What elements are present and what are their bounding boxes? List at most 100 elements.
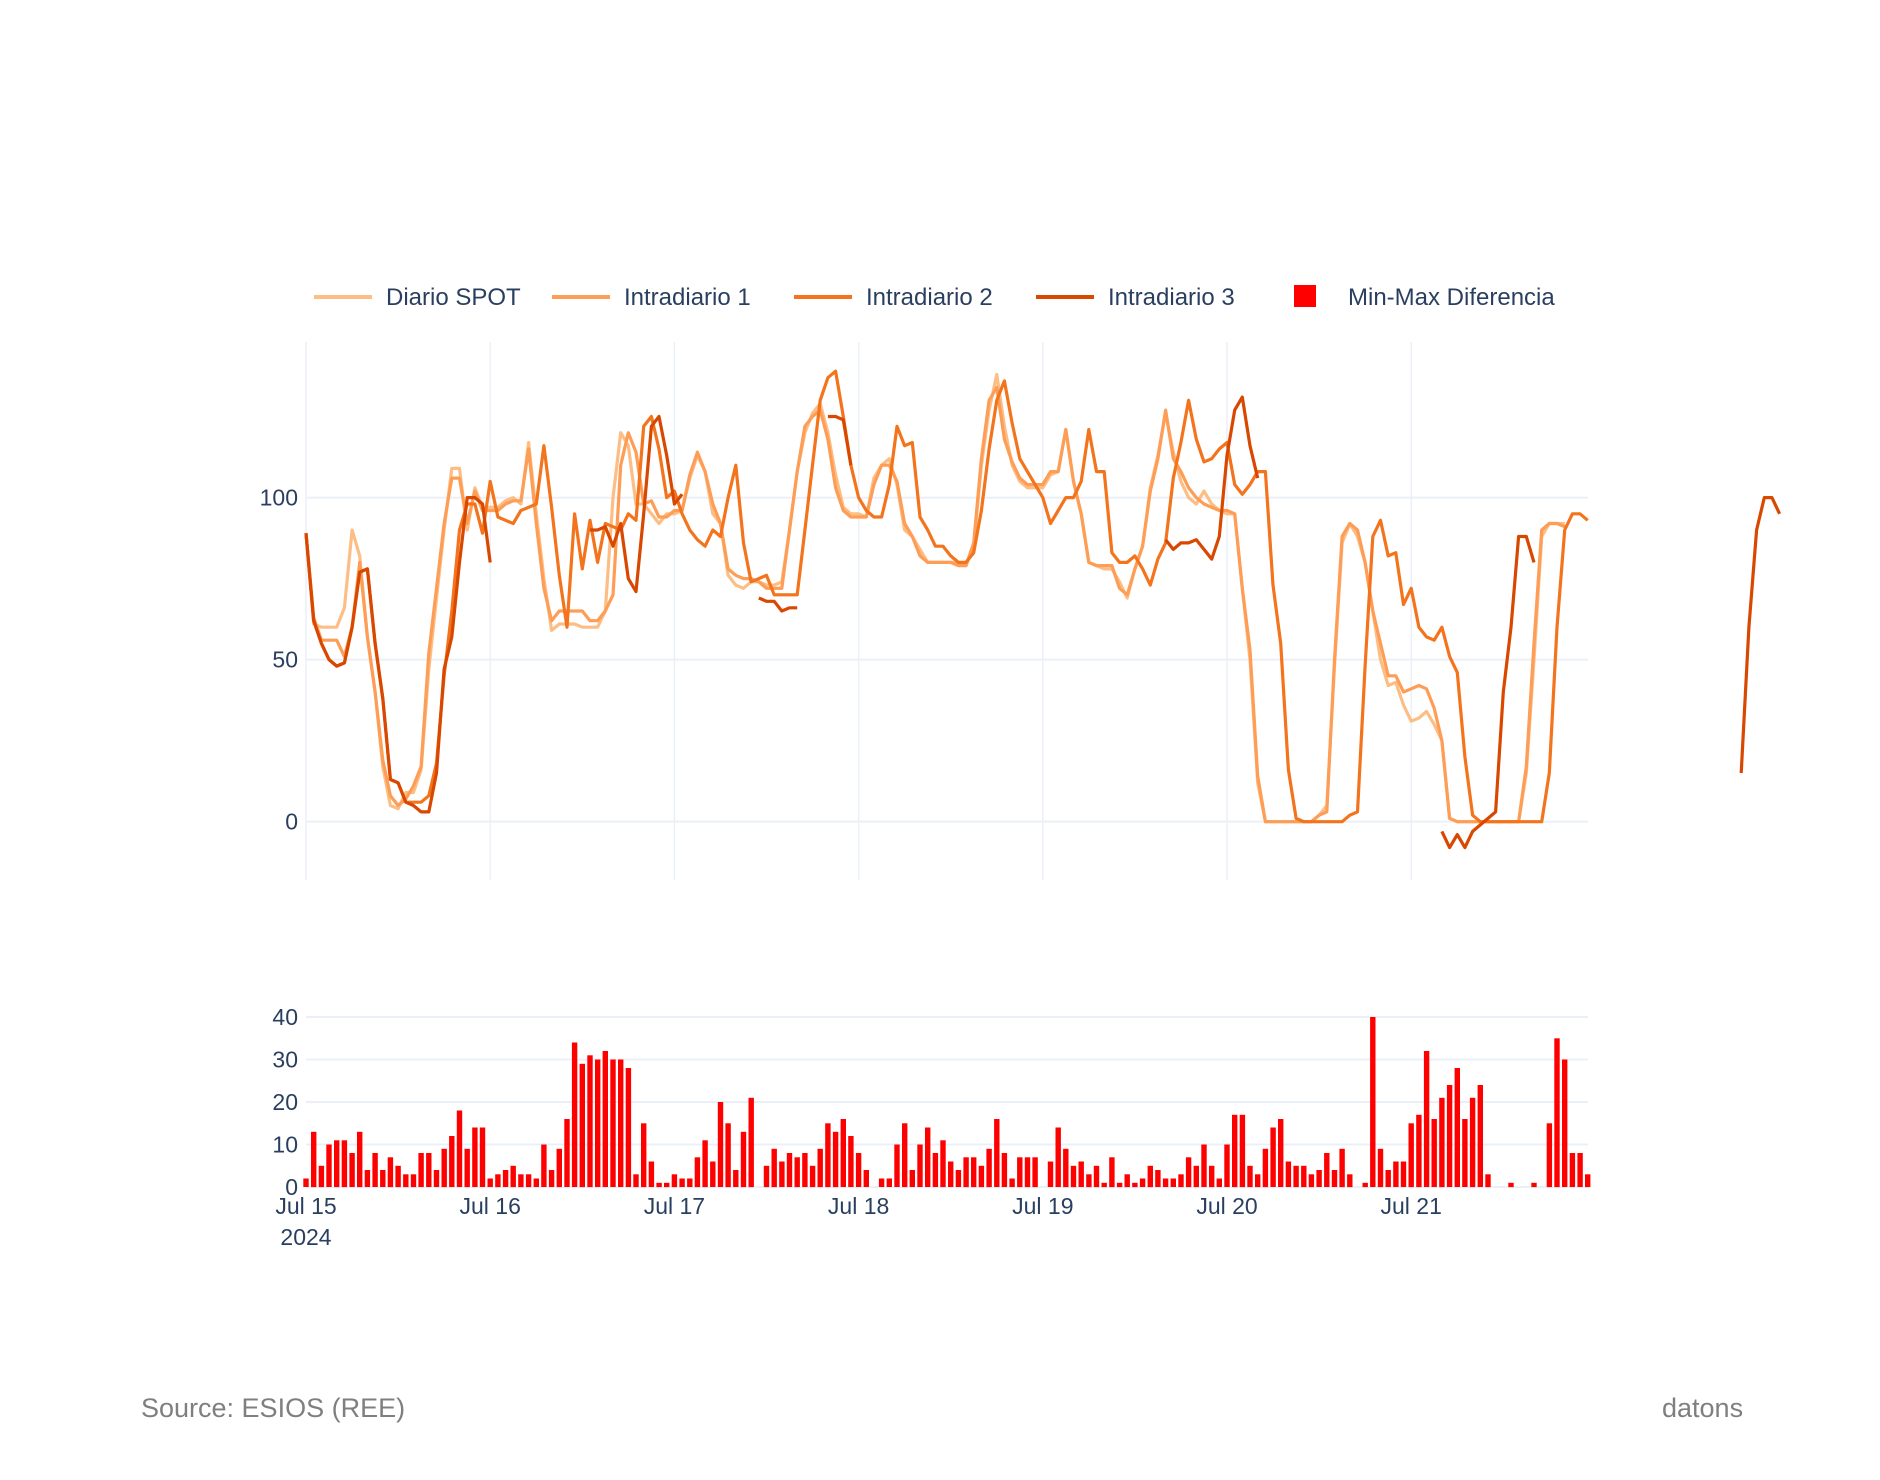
diff-bar xyxy=(648,1161,655,1187)
legend-label: Intradiario 2 xyxy=(866,284,993,311)
bottom-y-tick-label: 30 xyxy=(272,1047,298,1073)
diff-bar xyxy=(1147,1165,1153,1188)
diff-bar xyxy=(1139,1178,1146,1187)
diff-bar xyxy=(1293,1165,1299,1188)
diff-bar xyxy=(1477,1085,1483,1187)
x-tick-sublabel: 2024 xyxy=(280,1224,331,1250)
diff-bar xyxy=(1078,1161,1084,1187)
diff-bar xyxy=(710,1161,716,1187)
diff-bar xyxy=(794,1157,800,1188)
diff-bar xyxy=(1270,1127,1276,1187)
diff-bar xyxy=(1554,1038,1560,1188)
diff-bar xyxy=(1377,1148,1384,1188)
diff-bar xyxy=(771,1148,777,1188)
series-line xyxy=(304,395,1782,850)
diff-bar xyxy=(779,1161,785,1187)
diff-bar xyxy=(963,1157,969,1188)
top-y-tick-label: 0 xyxy=(285,809,298,835)
diff-bar xyxy=(1086,1174,1092,1188)
legend-label: Diario SPOT xyxy=(386,284,521,311)
diff-bar xyxy=(1400,1161,1407,1187)
top-y-tick-label: 100 xyxy=(260,485,298,511)
diff-bar xyxy=(641,1123,647,1188)
diff-bar xyxy=(510,1165,516,1188)
diff-bar xyxy=(625,1068,632,1187)
diff-bar xyxy=(1201,1144,1207,1187)
series-line xyxy=(304,369,1589,824)
diff-bar xyxy=(1301,1165,1307,1188)
diff-bar xyxy=(848,1136,854,1187)
diff-bar xyxy=(318,1165,325,1188)
legend-label: Min-Max Diferencia xyxy=(1348,284,1555,311)
diff-bar xyxy=(349,1153,355,1187)
diff-bar xyxy=(978,1165,985,1188)
diff-bar xyxy=(1462,1119,1468,1187)
diff-bar xyxy=(1339,1148,1345,1188)
diff-bar xyxy=(541,1144,547,1187)
diff-bar xyxy=(311,1131,317,1188)
x-tick-label: Jul 21 xyxy=(1381,1193,1442,1219)
diff-bar xyxy=(403,1174,409,1188)
x-tick-label: Jul 19 xyxy=(1012,1193,1073,1219)
diff-bar xyxy=(1562,1059,1568,1187)
diff-bar xyxy=(917,1144,923,1187)
brand-label: datons xyxy=(1662,1393,1744,1423)
diff-bar xyxy=(1093,1165,1100,1188)
diff-bar xyxy=(694,1157,701,1188)
source-note: Source: ESIOS (REE) xyxy=(141,1393,406,1423)
diff-bar xyxy=(548,1170,555,1187)
diff-bar xyxy=(817,1148,823,1188)
legend-label: Intradiario 1 xyxy=(624,284,751,311)
diff-bar xyxy=(449,1136,455,1187)
diff-bar xyxy=(1001,1153,1008,1187)
diff-bar xyxy=(1393,1161,1399,1187)
diff-bar xyxy=(1155,1170,1161,1187)
diff-bar xyxy=(556,1148,562,1188)
diff-bar xyxy=(1508,1182,1514,1188)
diff-bar xyxy=(334,1140,340,1188)
diff-bar xyxy=(587,1055,593,1188)
diff-bar xyxy=(748,1097,754,1188)
diff-bar xyxy=(1577,1153,1583,1187)
diff-bar xyxy=(364,1170,371,1187)
diff-bar xyxy=(1347,1174,1353,1188)
diff-bar xyxy=(1362,1182,1368,1188)
diff-bar xyxy=(940,1140,946,1188)
x-tick-label: Jul 20 xyxy=(1196,1193,1257,1219)
legend-label: Intradiario 3 xyxy=(1108,284,1235,311)
diff-bar xyxy=(1124,1174,1130,1188)
diff-bar xyxy=(671,1174,678,1188)
diff-bar xyxy=(1024,1157,1031,1188)
x-tick-label: Jul 18 xyxy=(828,1193,889,1219)
x-tick-label: Jul 16 xyxy=(460,1193,521,1219)
diff-bar xyxy=(1331,1170,1338,1187)
diff-bar xyxy=(948,1161,954,1187)
diff-bar xyxy=(1209,1165,1215,1188)
diff-bar xyxy=(1185,1157,1192,1188)
diff-bar xyxy=(1408,1123,1414,1188)
diff-bar xyxy=(479,1127,486,1187)
diff-bar xyxy=(1232,1114,1238,1188)
top-panel-y-ticks: 0 50 100 xyxy=(260,485,298,835)
diff-bar xyxy=(855,1153,862,1187)
diff-bar xyxy=(971,1157,977,1188)
diff-bar xyxy=(410,1174,417,1188)
diff-bar xyxy=(1055,1127,1061,1187)
legend: Diario SPOT Intradiario 1 Intradiario 2 Int… xyxy=(314,284,1555,311)
diff-bar xyxy=(702,1140,708,1188)
bottom-y-tick-label: 10 xyxy=(272,1132,298,1158)
diff-bar xyxy=(902,1123,908,1188)
diff-bar xyxy=(1262,1148,1269,1188)
diff-bar xyxy=(1109,1157,1115,1188)
diff-bar xyxy=(1439,1097,1445,1188)
diff-bar xyxy=(1239,1114,1246,1188)
diff-bar xyxy=(380,1170,386,1187)
diff-bar xyxy=(418,1153,424,1187)
diff-bar xyxy=(1255,1174,1261,1188)
top-y-tick-label: 50 xyxy=(272,647,298,673)
diff-bar xyxy=(1216,1178,1222,1187)
diff-bar xyxy=(618,1059,624,1187)
bottom-y-tick-label: 40 xyxy=(272,1004,298,1030)
diff-bar xyxy=(372,1153,378,1187)
